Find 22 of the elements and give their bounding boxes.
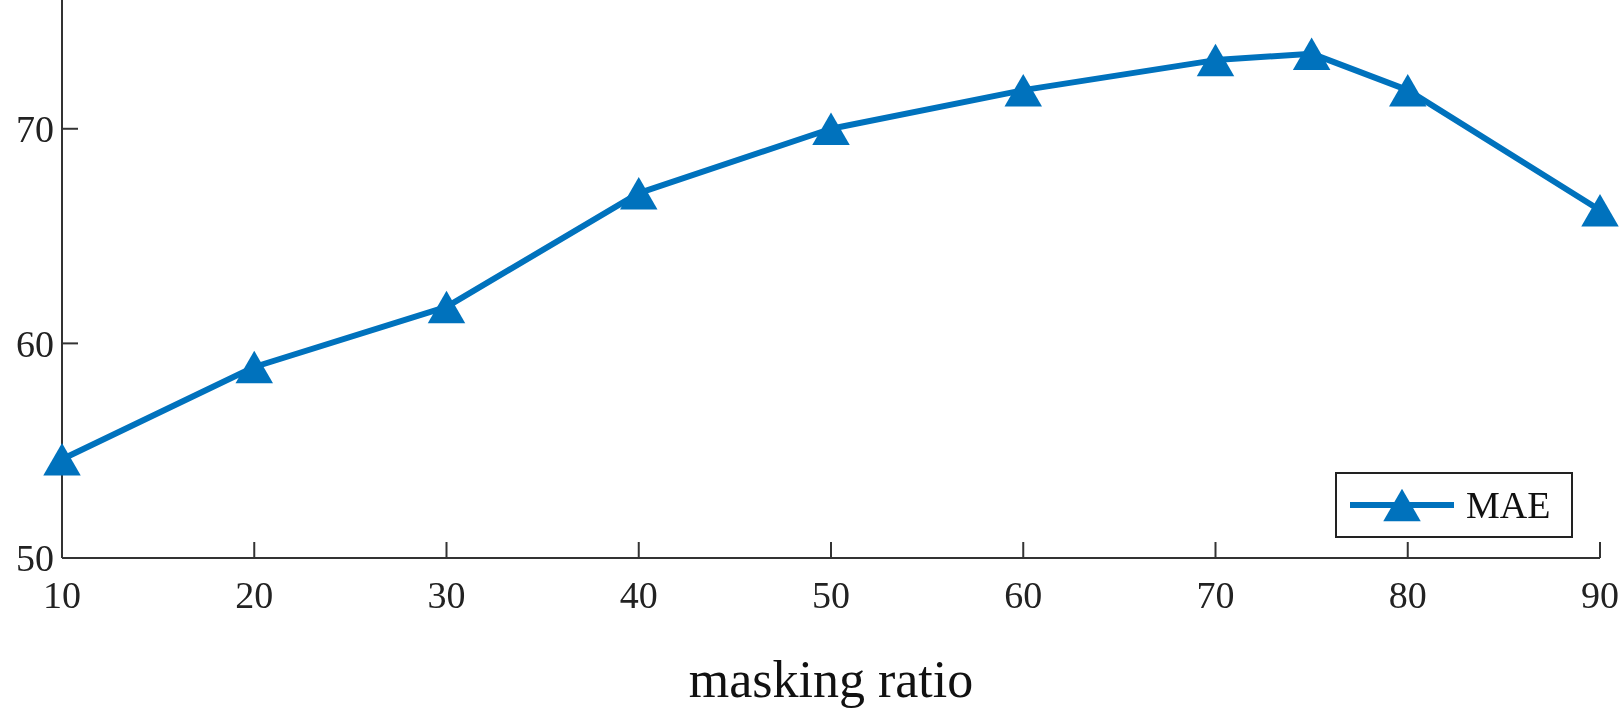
x-tick-label: 40 [619,574,658,616]
point [1292,37,1331,70]
x-tick-label: 20 [235,574,274,616]
y-tick-label: 70 [16,108,54,151]
x-tick-label: 60 [1004,574,1043,616]
point [1004,73,1042,107]
point [1581,194,1619,227]
point [427,290,466,324]
point [620,176,658,210]
x-tick-label: 90 [1581,574,1619,616]
point [1389,73,1427,107]
point [812,112,850,146]
x-tick-label: 70 [1196,574,1235,616]
y-tick-label: 60 [16,322,54,365]
x-tick-label: 30 [427,574,466,616]
x-tick-label: 80 [1388,574,1427,616]
x-axis-title: masking ratio [688,651,974,708]
legend-label: MAE [1466,484,1551,527]
point [235,350,273,384]
x-tick-label: 50 [812,574,850,616]
point [1196,43,1235,77]
point [43,443,81,476]
